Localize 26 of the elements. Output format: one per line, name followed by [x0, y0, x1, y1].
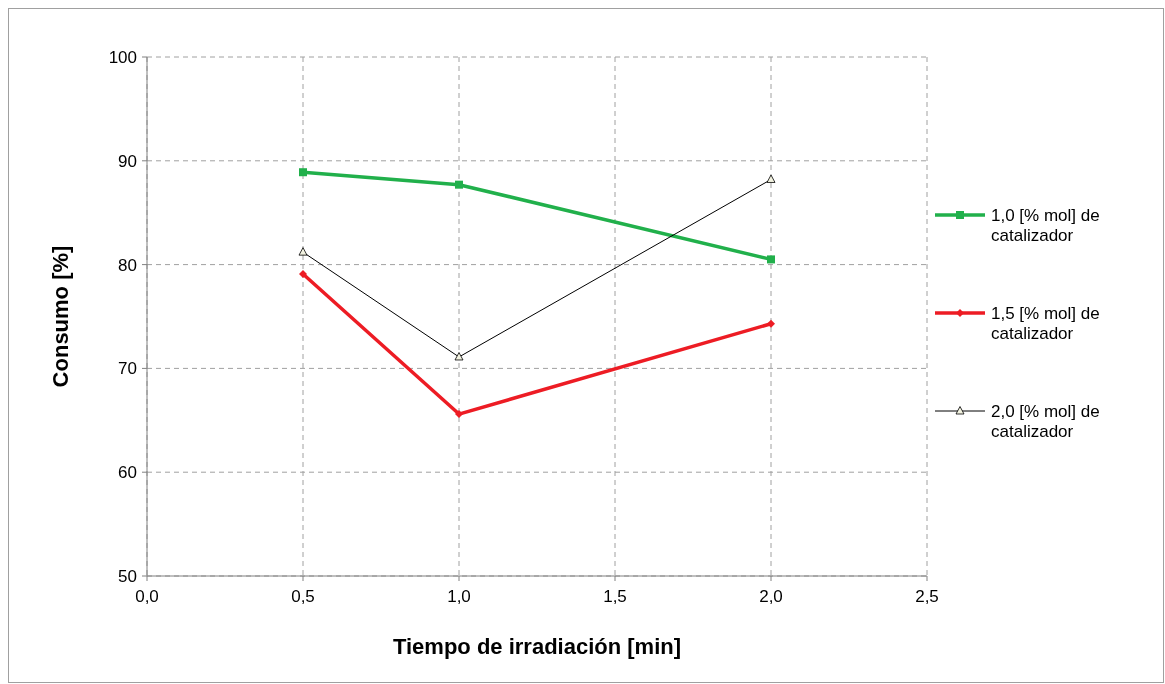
legend-label: 1,5 [% mol] de catalizador	[991, 303, 1100, 344]
point	[767, 255, 775, 264]
point	[454, 352, 464, 361]
y-tick-label: 50	[118, 566, 137, 586]
y-tick-label: 60	[118, 463, 137, 483]
x-tick-label: 2,0	[759, 587, 783, 606]
y-tick-label: 70	[118, 359, 137, 379]
point	[455, 410, 463, 419]
y-tick-label: 90	[118, 151, 137, 171]
point	[767, 319, 775, 328]
x-tick-label: 1,5	[603, 587, 627, 606]
x-tick-label: 1,0	[447, 587, 471, 606]
point	[455, 180, 463, 189]
y-tick-label: 100	[108, 47, 137, 67]
x-tick-label: 0,5	[291, 587, 315, 606]
point	[298, 247, 308, 256]
legend-label: 1,0 [% mol] de catalizador	[991, 205, 1100, 246]
x-tick-label: 0,0	[135, 587, 159, 606]
point	[299, 269, 307, 278]
x-axis-title: Tiempo de irradiación [min]	[392, 634, 682, 659]
point	[299, 168, 307, 177]
x-tick-label: 2,5	[915, 587, 939, 606]
y-tick-label: 80	[118, 255, 137, 275]
point	[766, 174, 776, 183]
y-axis-title: Consumo [%]	[48, 245, 73, 388]
legend-label: 2,0 [% mol] de catalizador	[991, 401, 1100, 442]
